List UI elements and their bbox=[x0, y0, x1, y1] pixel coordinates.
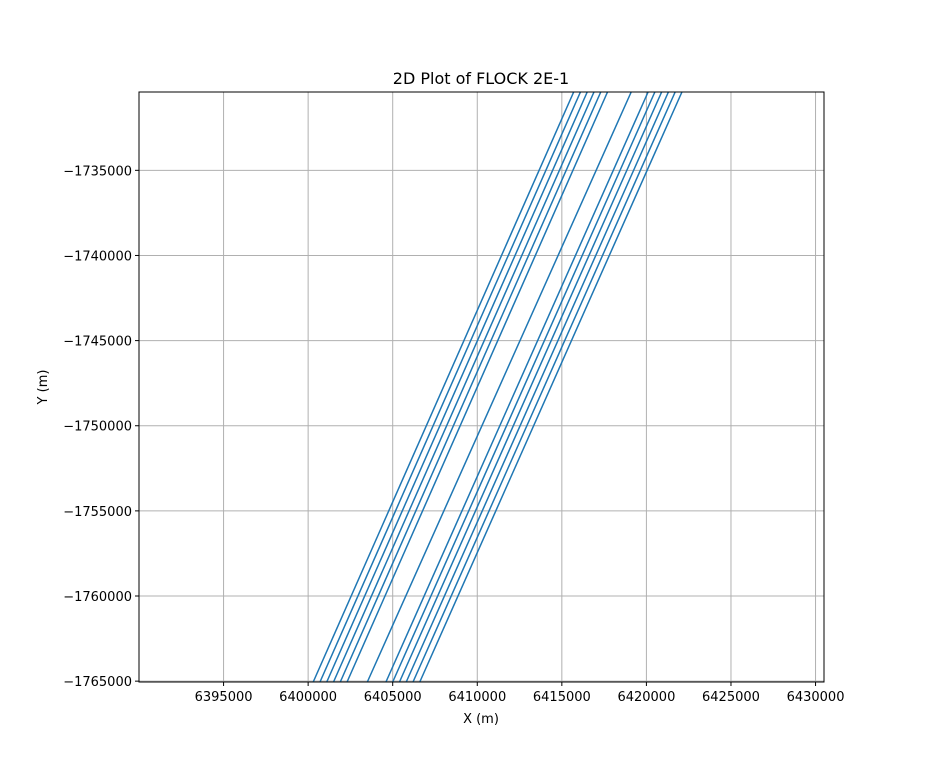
x-axis-ticks: 6395000 6400000 6405000 6410000 6415000 64200… bbox=[195, 682, 845, 705]
x-tick-label: 6420000 bbox=[617, 690, 675, 705]
x-tick-label: 6400000 bbox=[279, 690, 337, 705]
series-line bbox=[398, 91, 663, 683]
axes-frame bbox=[138, 91, 825, 683]
x-tick-label: 6410000 bbox=[448, 690, 506, 705]
series-line bbox=[366, 91, 632, 683]
x-tick-label: 6430000 bbox=[787, 690, 845, 705]
series-line bbox=[339, 91, 602, 683]
series-lines bbox=[312, 91, 683, 683]
y-tick-label: −1750000 bbox=[63, 420, 132, 435]
x-axis-label: X (m) bbox=[463, 712, 499, 727]
series-line bbox=[319, 91, 582, 683]
y-tick-label: −1760000 bbox=[63, 590, 132, 605]
x-tick-label: 6405000 bbox=[364, 690, 422, 705]
series-line bbox=[412, 91, 676, 683]
series-line bbox=[419, 91, 683, 683]
series-line bbox=[392, 91, 656, 683]
series-line bbox=[332, 91, 595, 683]
series-line bbox=[312, 91, 575, 683]
y-axis-label: Y (m) bbox=[36, 370, 51, 406]
series-line bbox=[326, 91, 588, 683]
y-tick-label: −1735000 bbox=[63, 164, 132, 179]
series-line bbox=[405, 91, 670, 683]
y-tick-label: −1765000 bbox=[63, 675, 132, 690]
y-tick-label: −1755000 bbox=[63, 505, 132, 520]
series-line bbox=[385, 91, 649, 683]
y-tick-label: −1740000 bbox=[63, 249, 132, 264]
series-line bbox=[346, 91, 609, 683]
x-tick-label: 6415000 bbox=[533, 690, 591, 705]
x-tick-label: 6425000 bbox=[702, 690, 760, 705]
y-tick-label: −1745000 bbox=[63, 335, 132, 350]
y-axis-ticks: −1735000 −1740000 −1745000 −1750000 −1755000… bbox=[63, 164, 139, 690]
x-tick-label: 6395000 bbox=[195, 690, 253, 705]
chart-title: 2D Plot of FLOCK 2E-1 bbox=[393, 69, 569, 88]
